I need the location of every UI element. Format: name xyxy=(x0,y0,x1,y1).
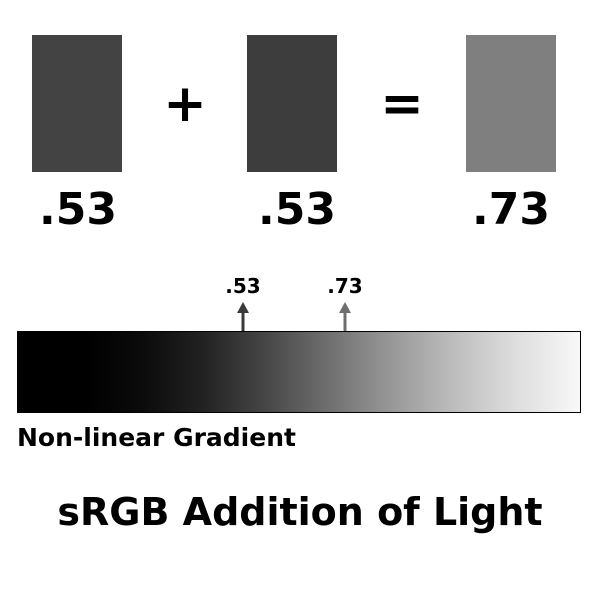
marker-label-second: .73 xyxy=(327,274,363,298)
diagram-title: sRGB Addition of Light xyxy=(57,490,543,534)
equals-sign: = xyxy=(380,74,424,134)
swatch-second xyxy=(247,35,337,172)
gradient-caption: Non-linear Gradient xyxy=(17,423,296,452)
arrow-up-icon xyxy=(339,302,351,332)
arrow-up-icon xyxy=(237,302,249,332)
plus-sign: + xyxy=(163,74,207,134)
gradient-bar xyxy=(17,331,581,413)
value-second: .53 xyxy=(258,184,336,235)
value-result: .73 xyxy=(472,184,550,235)
swatch-result xyxy=(466,35,556,172)
value-first: .53 xyxy=(39,184,117,235)
marker-label-first: .53 xyxy=(225,274,261,298)
swatch-first xyxy=(32,35,122,172)
